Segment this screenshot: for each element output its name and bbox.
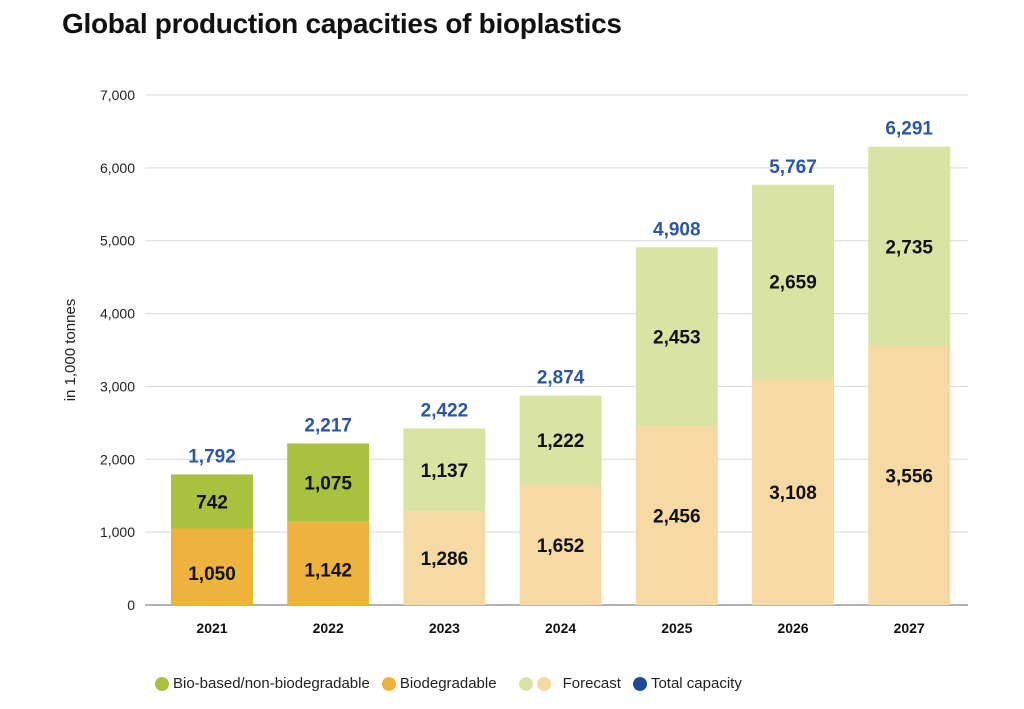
legend-label: Forecast (562, 675, 621, 692)
bar-bio-based (752, 184, 834, 379)
y-tick-label: 0 (127, 597, 135, 613)
y-tick-label: 2,000 (100, 451, 135, 467)
legend-swatch-icon (632, 676, 647, 691)
bars (171, 146, 951, 605)
legend-item: Biodegradable (381, 675, 497, 692)
x-tick-label: 2023 (429, 620, 460, 636)
x-tick-label: 2027 (894, 620, 925, 636)
label-total: 2,874 (537, 368, 585, 389)
bar-biodegradable (519, 484, 602, 605)
legend-item: Bio-based/non-biodegradable (155, 675, 370, 692)
label-bio-based: 2,453 (653, 328, 701, 349)
label-biodegradable: 1,142 (304, 560, 352, 581)
x-tick-label: 2025 (661, 620, 692, 636)
bar-bio-based (519, 395, 602, 485)
bar-biodegradable (868, 345, 951, 605)
legend-label: Biodegradable (399, 675, 497, 692)
label-total: 5,767 (769, 157, 817, 178)
x-axis-ticks: 2021 2022 2023 2024 2025 2026 2027 (196, 620, 925, 636)
x-tick-label: 2026 (777, 620, 808, 636)
label-total: 6,291 (885, 119, 933, 140)
data-labels: 1,050 742 1,792 1,142 1,075 2,217 1,286 1,137 2,… (188, 119, 933, 585)
x-tick-label: 2021 (196, 620, 227, 636)
legend-swatch-icon (155, 676, 169, 691)
bar-biodegradable (287, 521, 370, 605)
bar-biodegradable (171, 528, 253, 605)
y-axis-label: in 1,000 tonnes (62, 299, 79, 402)
label-biodegradable: 1,050 (188, 564, 236, 585)
bar-bio-based (287, 443, 370, 522)
legend-swatch-icon (518, 676, 533, 691)
bar-bio-based (403, 428, 486, 512)
label-bio-based: 1,075 (304, 474, 352, 495)
label-biodegradable: 1,286 (421, 549, 469, 570)
label-bio-based: 2,659 (769, 273, 817, 294)
label-total: 2,422 (421, 401, 469, 422)
y-tick-label: 7,000 (100, 87, 135, 103)
legend-label: Bio-based/non-biodegradable (173, 675, 370, 692)
y-tick-label: 6,000 (100, 160, 135, 176)
label-biodegradable: 3,556 (885, 466, 933, 487)
y-tick-label: 3,000 (100, 378, 135, 394)
label-bio-based: 1,222 (537, 431, 585, 452)
label-total: 1,792 (188, 446, 236, 467)
bar-biodegradable (403, 511, 486, 605)
bar-bio-based (171, 474, 253, 529)
x-tick-label: 2022 (313, 620, 344, 636)
label-total: 4,908 (653, 219, 701, 240)
y-tick-label: 5,000 (100, 233, 135, 249)
legend: Bio-based/non-biodegradable Biodegradable… (155, 675, 754, 692)
label-bio-based: 742 (196, 492, 228, 513)
y-axis-ticks: 0 1,000 2,000 3,000 4,000 5,000 6,000 7,000 (100, 87, 135, 613)
label-bio-based: 1,137 (421, 461, 469, 482)
legend-item: Forecast (518, 675, 621, 692)
y-tick-label: 1,000 (100, 524, 135, 540)
label-total: 2,217 (304, 415, 352, 436)
legend-swatch-icon (536, 676, 551, 691)
legend-item: Total capacity (632, 675, 742, 692)
label-biodegradable: 3,108 (769, 483, 817, 504)
y-tick-label: 4,000 (100, 306, 135, 322)
bar-biodegradable (752, 378, 834, 605)
bar-biodegradable (635, 426, 718, 605)
label-biodegradable: 2,456 (653, 507, 701, 528)
chart-title: Global production capacities of bioplast… (62, 8, 622, 39)
label-biodegradable: 1,652 (537, 536, 585, 557)
bar-bio-based (868, 146, 951, 346)
bar-bio-based (635, 247, 718, 427)
legend-label: Total capacity (650, 675, 742, 692)
x-tick-label: 2024 (545, 620, 576, 636)
label-bio-based: 2,735 (885, 237, 933, 258)
legend-swatch-icon (381, 676, 396, 691)
